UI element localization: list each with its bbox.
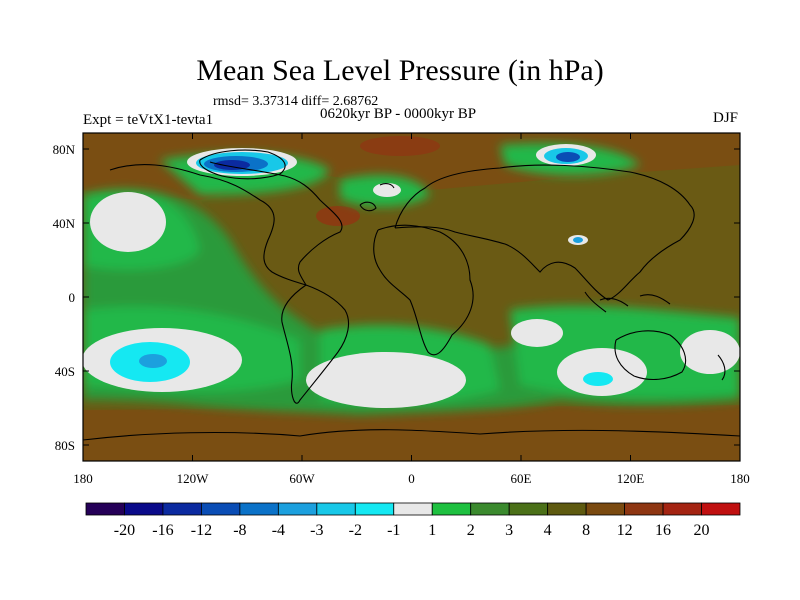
colorbar-label: -3 (310, 522, 323, 539)
season-label: DJF (713, 110, 739, 126)
field-high-south (83, 405, 740, 461)
map-title: Mean Sea Level Pressure (in hPa) (196, 54, 604, 87)
coast-south-america (281, 284, 350, 404)
field-neutral-npacific (90, 192, 166, 252)
colorbar-swatch (547, 502, 587, 516)
colorbar-swatch (277, 502, 318, 516)
colorbar-label: -4 (272, 522, 285, 539)
field-greenland-core (214, 160, 250, 170)
colorbar: -20 -16 -12 -8 -4 -3 -2 -1 1 2 3 4 8 12 16 20 (85, 502, 741, 539)
colorbar-swatch (393, 502, 433, 516)
colorbar-label: 3 (505, 522, 513, 539)
colorbar-label: 1 (428, 522, 436, 539)
lat-tick-label: 80S (55, 438, 75, 453)
stats-label: rmsd= 3.37314 diff= 2.68762 (213, 94, 379, 109)
period-label: 0620kyr BP - 0000kyr BP (320, 106, 477, 122)
colorbar-swatch (508, 502, 549, 516)
field-neutral-indian-east (557, 348, 647, 396)
lat-tick-label: 40S (55, 364, 75, 379)
colorbar-swatch (124, 502, 164, 516)
colorbar-swatch (585, 502, 625, 516)
lon-tick-label: 180 (730, 471, 750, 486)
coast-iceland (379, 183, 395, 189)
lon-tick-label: 60W (289, 471, 315, 486)
coast-maritime-continent (584, 291, 671, 313)
coast-british-isles (359, 201, 377, 212)
colorbar-swatch (662, 502, 702, 516)
latitude-axis: 80N 40N 0 40S 80S (53, 142, 740, 453)
field-high-arctic (360, 136, 440, 156)
field-neutral-indian-west (511, 319, 563, 347)
field-low-spacific-core (139, 354, 167, 368)
coast-greenland (199, 149, 286, 180)
lon-tick-label: 120E (617, 471, 645, 486)
colorbar-label: 16 (655, 522, 671, 539)
colorbar-swatch (470, 502, 510, 516)
colorbar-label: -2 (349, 522, 362, 539)
colorbar-label: 20 (694, 522, 710, 539)
field-neutral-pacific-east (680, 330, 740, 374)
pressure-field (83, 133, 740, 461)
coast-new-zealand (717, 354, 726, 381)
colorbar-swatch (239, 502, 279, 516)
lat-tick-label: 80N (53, 142, 76, 157)
colorbar-swatch (624, 502, 664, 516)
field-siberia-core (556, 152, 580, 162)
colorbar-label: -1 (387, 522, 400, 539)
colorbar-label: 2 (467, 522, 475, 539)
coast-eurasia (394, 164, 695, 301)
coast-antarctica (83, 429, 740, 441)
colorbar-label: 12 (617, 522, 633, 539)
colorbar-label: 8 (582, 522, 590, 539)
colorbar-swatch (701, 502, 741, 516)
colorbar-swatch (354, 502, 395, 516)
field-tibet-low (573, 237, 583, 243)
coast-australia (614, 330, 687, 381)
colorbar-swatch (162, 502, 202, 516)
field-neutral-satlantic (306, 352, 466, 408)
colorbar-label: -20 (114, 522, 135, 539)
lat-tick-label: 0 (69, 290, 76, 305)
colorbar-swatch (85, 502, 125, 516)
lat-tick-label: 40N (53, 216, 76, 231)
coastlines (83, 149, 740, 441)
field-neutral-natlantic (373, 183, 401, 197)
field-low-indian (583, 372, 613, 386)
experiment-label: Expt = teVtX1-tevta1 (83, 112, 214, 128)
lon-tick-label: 180 (73, 471, 93, 486)
coast-africa (373, 224, 474, 356)
colorbar-label: -12 (191, 522, 212, 539)
lon-tick-label: 60E (511, 471, 532, 486)
colorbar-label: -16 (152, 522, 173, 539)
field-high-atlantic (316, 206, 360, 226)
colorbar-swatch (201, 502, 241, 516)
colorbar-swatch (316, 502, 356, 516)
lon-tick-label: 120W (177, 471, 210, 486)
colorbar-label: 4 (544, 522, 552, 539)
longitude-axis: 180 120W 60W 0 60E 120E 180 (73, 133, 750, 486)
colorbar-swatch (431, 502, 472, 516)
colorbar-label: -8 (233, 522, 246, 539)
lon-tick-label: 0 (408, 471, 415, 486)
